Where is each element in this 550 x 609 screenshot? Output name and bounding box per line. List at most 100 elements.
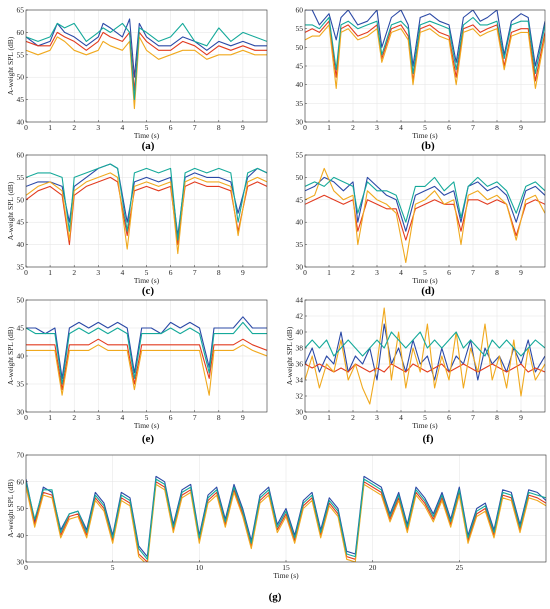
series-line-2 — [26, 31, 267, 92]
y-tick-label: 55 — [296, 24, 304, 33]
x-tick-label: 2 — [351, 123, 355, 132]
x-tick-label: 8 — [495, 413, 499, 422]
x-tick-label: 5 — [145, 123, 149, 132]
x-tick-label: 7 — [193, 123, 197, 132]
panel-label: (d) — [421, 285, 435, 297]
x-tick-label: 15 — [282, 563, 290, 572]
series-line-1 — [26, 163, 267, 237]
series-line-1 — [305, 10, 545, 67]
x-tick-label: 4 — [399, 413, 403, 422]
series-line-3 — [26, 344, 267, 396]
series-line-3 — [305, 307, 545, 405]
y-tick-label: 45 — [17, 218, 25, 227]
x-tick-label: 7 — [193, 413, 197, 422]
y-tick-label: 30 — [296, 263, 304, 272]
x-tick-label: 3 — [96, 123, 100, 132]
x-tick-label: 1 — [327, 268, 331, 277]
x-tick-label: 6 — [447, 413, 451, 422]
y-tick-label: 34 — [296, 376, 304, 385]
x-tick-label: 8 — [217, 123, 221, 132]
x-tick-label: 4 — [121, 123, 125, 132]
y-tick-label: 60 — [17, 151, 25, 160]
x-tick-label: 4 — [399, 123, 403, 132]
y-tick-label: 65 — [17, 6, 25, 15]
x-tick-label: 0 — [303, 413, 307, 422]
series-line-3 — [305, 167, 545, 264]
series-line-4 — [26, 163, 267, 241]
series-line-1 — [305, 176, 545, 232]
x-tick-label: 4 — [399, 268, 403, 277]
x-tick-label: 3 — [96, 268, 100, 277]
x-tick-label: 9 — [241, 268, 245, 277]
x-axis-label: Time (s) — [412, 131, 438, 140]
chart-panel-7: 0 5 10 15 20 25 30 40 50 60 70 Time (s) A-weight SPL… — [6, 451, 547, 603]
x-tick-label: 0 — [24, 413, 28, 422]
y-tick-label: 70 — [17, 451, 25, 460]
series-line-3 — [26, 36, 267, 110]
x-tick-label: 8 — [495, 268, 499, 277]
x-axis-label: Time (s) — [134, 276, 160, 285]
y-tick-label: 40 — [17, 531, 25, 540]
x-tick-label: 9 — [519, 268, 523, 277]
y-tick-label: 45 — [296, 62, 304, 71]
x-tick-label: 1 — [327, 413, 331, 422]
x-tick-label: 8 — [495, 123, 499, 132]
series-line-4 — [26, 321, 267, 385]
y-tick-label: 50 — [296, 43, 304, 52]
series-line-1 — [26, 316, 267, 379]
x-tick-label: 7 — [471, 268, 475, 277]
x-tick-label: 2 — [351, 268, 355, 277]
y-tick-label: 55 — [17, 173, 25, 182]
x-tick-label: 10 — [196, 563, 204, 572]
panel-label: (b) — [421, 140, 435, 152]
y-tick-label: 36 — [296, 360, 304, 369]
x-tick-label: 0 — [303, 268, 307, 277]
x-axis-label: Time (s) — [134, 131, 160, 140]
x-tick-label: 7 — [471, 123, 475, 132]
series-line-4 — [26, 478, 546, 560]
y-tick-label: 44 — [296, 296, 304, 305]
x-tick-label: 4 — [121, 413, 125, 422]
series-line-4 — [305, 16, 545, 75]
x-tick-label: 1 — [48, 268, 52, 277]
x-tick-label: 9 — [519, 413, 523, 422]
y-axis-label: A-weight SPL (dB) — [6, 326, 15, 385]
x-tick-label: 8 — [217, 413, 221, 422]
y-tick-label: 35 — [296, 240, 304, 249]
x-tick-label: 7 — [193, 268, 197, 277]
panel-label: (c) — [142, 285, 155, 297]
y-tick-label: 60 — [17, 28, 25, 37]
x-tick-label: 6 — [169, 268, 173, 277]
y-tick-label: 40 — [296, 328, 304, 337]
y-tick-label: 40 — [17, 352, 25, 361]
x-tick-label: 0 — [303, 123, 307, 132]
y-tick-label: 50 — [17, 296, 25, 305]
series-line-1 — [26, 18, 267, 78]
x-tick-label: 6 — [169, 413, 173, 422]
y-axis-label: A-weight SPL (dB) — [285, 326, 294, 385]
x-tick-label: 2 — [72, 413, 76, 422]
y-tick-label: 35 — [17, 263, 25, 272]
x-axis-label: Time (s) — [412, 421, 438, 430]
x-tick-label: 1 — [48, 123, 52, 132]
x-tick-label: 1 — [48, 413, 52, 422]
series-line-1 — [305, 323, 545, 381]
x-tick-label: 0 — [24, 268, 28, 277]
y-tick-label: 45 — [296, 195, 304, 204]
x-tick-label: 2 — [72, 123, 76, 132]
panel-label: (g) — [269, 591, 282, 603]
x-tick-label: 5 — [145, 413, 149, 422]
y-tick-label: 30 — [296, 408, 304, 417]
x-tick-label: 9 — [241, 413, 245, 422]
y-tick-label: 40 — [17, 240, 25, 249]
x-tick-label: 20 — [369, 563, 377, 572]
series-line-2 — [26, 176, 267, 246]
y-tick-label: 45 — [17, 324, 25, 333]
series-line-3 — [26, 483, 546, 562]
panel-label: (a) — [142, 140, 155, 152]
y-tick-label: 60 — [17, 477, 25, 486]
